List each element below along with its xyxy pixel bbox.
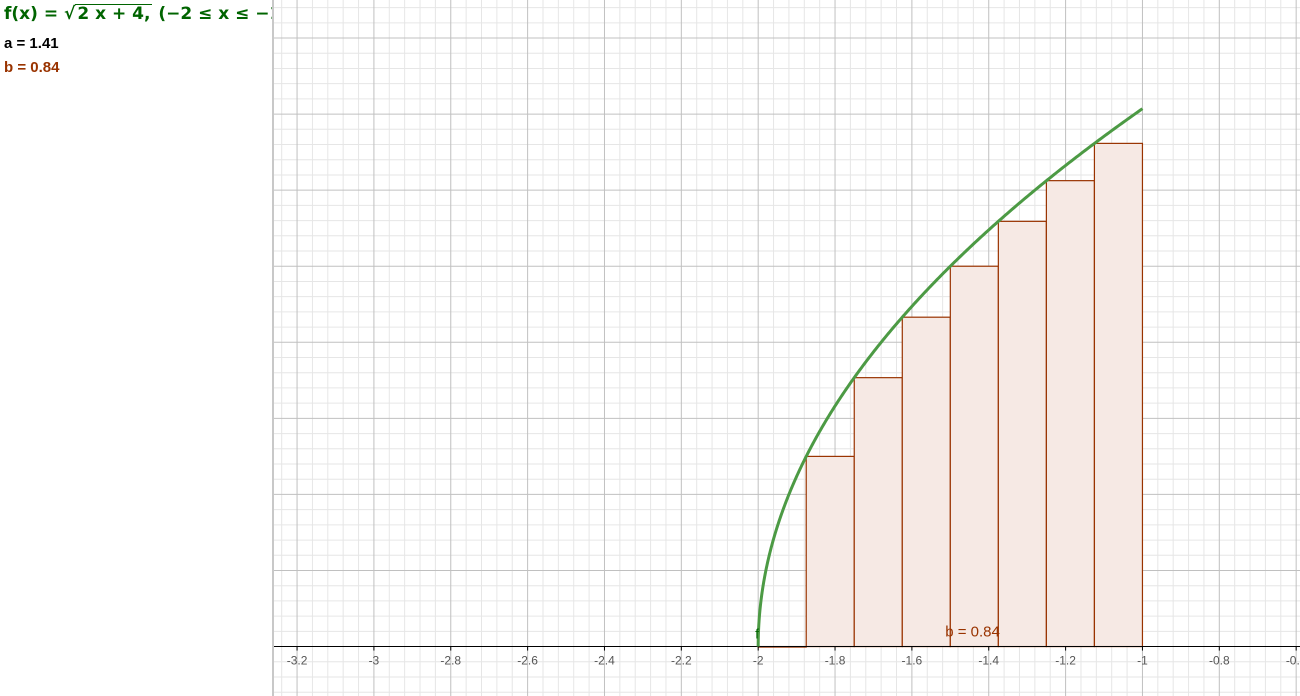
x-tick-label: -0.8 [1209,654,1230,668]
x-tick-label: -1.8 [825,654,846,668]
riemann-rectangle [997,220,1047,648]
x-tick-label: -2 [753,654,764,668]
x-tick-label: -3 [369,654,380,668]
function-prefix: f(x) = [4,4,64,24]
function-curve [756,107,1144,647]
x-tick-label: -0.6 [1286,654,1300,668]
riemann-rectangle [805,455,855,648]
value-b[interactable]: b = 0.84 [4,59,60,76]
x-tick-label: -1 [1137,654,1148,668]
riemann-rectangle [949,265,999,648]
axes [274,646,1300,651]
algebra-view: f(x) = √2 x + 4, (−2 ≤ x ≤ −1) a = 1.41 … [0,0,272,696]
x-tick-label: -2.8 [440,654,461,668]
riemann-rectangle [1093,142,1144,648]
function-definition[interactable]: f(x) = √2 x + 4, (−2 ≤ x ≤ −1) [4,4,272,24]
function-domain: (−2 ≤ x ≤ −1) [158,4,272,24]
minor-grid [274,0,1300,696]
riemann-rectangle [1045,180,1096,648]
x-tick-label: -1.2 [1055,654,1076,668]
b-annotation: b = 0.84 [945,623,1000,640]
plot-canvas[interactable]: -3.2 -3 -2.8 -2.6 -2.4 -2.2 -2 -1.8 -1.6 -1.4 -1.2… [274,0,1300,696]
radicand: 2 x + 4, [75,4,153,24]
sqrt-expression: √ 2 x + 4, [63,4,153,24]
x-tick-label: -2.6 [517,654,538,668]
x-tick-label: -1.6 [902,654,923,668]
x-tick-label: -2.2 [671,654,692,668]
major-grid [274,0,1300,696]
curve-label-f: f [755,626,759,642]
value-a[interactable]: a = 1.41 [4,35,59,52]
graphics-view[interactable]: -3.2 -3 -2.8 -2.6 -2.4 -2.2 -2 -1.8 -1.6 -1.4 -1.2… [274,0,1300,696]
x-tick-label: -2.4 [594,654,615,668]
riemann-rectangles [757,142,1144,648]
riemann-rectangle [853,377,903,648]
view-divider[interactable] [272,0,274,696]
x-tick-labels: -3.2 -3 -2.8 -2.6 -2.4 -2.2 -2 -1.8 -1.6 -1.4 -1.2… [287,654,1300,668]
riemann-rectangle [901,316,951,648]
x-tick-label: -3.2 [287,654,308,668]
radical-sign: √ [63,4,76,24]
x-tick-label: -1.4 [978,654,999,668]
function-curve-layer [756,107,1144,647]
